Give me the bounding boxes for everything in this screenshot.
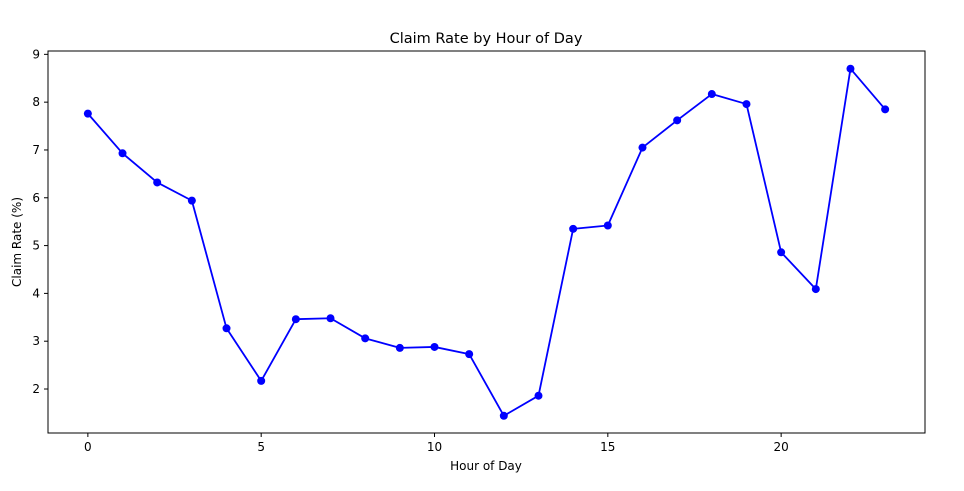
x-tick-label: 15 bbox=[600, 440, 615, 454]
data-point bbox=[83, 109, 92, 118]
data-point bbox=[707, 90, 716, 99]
data-point bbox=[534, 391, 543, 400]
data-point bbox=[395, 343, 404, 352]
y-tick-label: 5 bbox=[32, 239, 40, 253]
data-point bbox=[118, 149, 127, 158]
data-point bbox=[881, 105, 890, 114]
chart-title: Claim Rate by Hour of Day bbox=[390, 31, 583, 47]
x-tick-label: 5 bbox=[257, 440, 265, 454]
y-tick-label: 2 bbox=[32, 382, 40, 396]
series-line bbox=[87, 67, 886, 417]
data-point bbox=[465, 350, 474, 359]
data-point bbox=[257, 376, 266, 385]
y-tick-label: 4 bbox=[32, 286, 40, 300]
x-axis-label: Hour of Day bbox=[450, 459, 522, 473]
y-axis: 2 3 4 5 6 7 8 9 bbox=[32, 47, 48, 396]
x-axis: 0 5 10 15 20 bbox=[84, 433, 789, 454]
x-tick-label: 0 bbox=[84, 440, 92, 454]
data-point bbox=[569, 224, 578, 233]
series-layer bbox=[83, 64, 890, 420]
data-point bbox=[777, 248, 786, 257]
data-point bbox=[291, 315, 300, 324]
x-tick-label: 20 bbox=[774, 440, 789, 454]
data-point bbox=[153, 178, 162, 187]
y-tick-label: 6 bbox=[32, 191, 40, 205]
x-tick-label: 10 bbox=[427, 440, 442, 454]
data-point bbox=[811, 285, 820, 294]
plot-area-frame bbox=[47, 50, 926, 434]
data-point bbox=[187, 196, 196, 205]
y-tick-label: 8 bbox=[32, 95, 40, 109]
data-point bbox=[222, 324, 231, 333]
y-axis-label: Claim Rate (%) bbox=[10, 197, 24, 287]
data-point bbox=[846, 64, 855, 73]
y-tick-label: 7 bbox=[32, 143, 40, 157]
data-point bbox=[603, 221, 612, 230]
data-point bbox=[326, 314, 335, 323]
y-tick-label: 9 bbox=[32, 47, 40, 61]
data-point bbox=[742, 100, 751, 109]
data-point bbox=[430, 342, 439, 351]
data-point bbox=[361, 334, 370, 343]
y-tick-label: 3 bbox=[32, 334, 40, 348]
data-point bbox=[638, 143, 647, 152]
data-point bbox=[673, 116, 682, 125]
data-point bbox=[499, 411, 508, 420]
